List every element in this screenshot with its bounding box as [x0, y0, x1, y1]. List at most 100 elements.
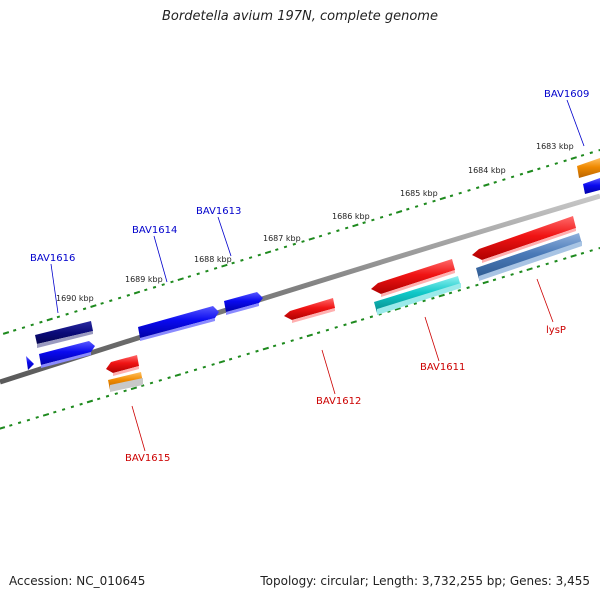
outer-scale-tick: [90, 304, 97, 308]
gene-bav1616[interactable]: [39, 341, 95, 368]
inner-scale-tick: [466, 286, 470, 290]
inner-scale-tick: [70, 405, 75, 409]
gene-bav1609-blue[interactable]: [583, 178, 600, 194]
inner-scale-tick: [316, 331, 321, 335]
inner-scale-tick: [86, 399, 94, 404]
scale-label-1687: 1687 kbp: [263, 234, 301, 243]
scale-label-1690: 1690 kbp: [56, 294, 94, 303]
gene-bav1612[interactable]: [284, 298, 335, 323]
outer-scale-tick: [352, 223, 359, 228]
inner-scale-tick: [526, 267, 533, 272]
outer-scale-tick: [502, 178, 506, 181]
outer-scale-tick: [100, 302, 104, 305]
outer-scale-tick: [133, 290, 141, 295]
inner-scale-tick: [360, 318, 365, 321]
outer-scale-tick: [65, 312, 69, 316]
inner-scale-tick: [281, 341, 286, 345]
inner-scale-tick: [570, 254, 577, 258]
outer-scale-tick: [318, 234, 323, 238]
outer-scale-tick: [46, 317, 53, 322]
inner-scale-tick: [79, 402, 83, 406]
inner-scale-tick: [237, 355, 242, 358]
inner-scale-tick: [299, 336, 303, 340]
genome-summary-text: Topology: circular; Length: 3,732,255 bp…: [260, 574, 590, 588]
outer-scale-tick: [371, 218, 375, 222]
gene-bav1615-red[interactable]: [106, 355, 139, 376]
inner-scale-tick: [174, 373, 182, 377]
gene-bav1611[interactable]: [374, 276, 461, 315]
scale-label-1689: 1689 kbp: [125, 275, 163, 284]
inner-scale-tick: [325, 328, 330, 332]
gene-bav1613[interactable]: [224, 292, 263, 315]
inner-scale-tick: [218, 359, 226, 364]
outer-scale-tick: [467, 189, 471, 192]
inner-scale-tick: [501, 275, 506, 279]
outer-scale-tick: [308, 236, 315, 241]
inner-scale-tick: [42, 412, 50, 417]
outer-scale-tick: [510, 175, 515, 179]
gene-lysp[interactable]: [476, 233, 582, 281]
gene-label-bav1614: BAV1614: [132, 225, 177, 236]
inner-scale-tick: [228, 357, 233, 361]
accession-text: Accession: NC_010645: [9, 574, 146, 588]
gene-bav1616-dark[interactable]: [35, 321, 93, 348]
outer-scale-tick: [449, 194, 454, 198]
gene-lysp-red[interactable]: [472, 216, 576, 263]
outer-scale-tick: [336, 229, 340, 233]
inner-scale-tick: [422, 299, 426, 303]
inner-scale-tick: [457, 289, 462, 292]
gene-label-lysp: lysP: [546, 325, 566, 336]
outer-scale-tick: [563, 159, 567, 163]
outer-scale-tick: [580, 154, 585, 157]
map-title: Bordetella avium 197N, complete genome: [162, 9, 438, 24]
inner-scale-tick: [492, 278, 497, 282]
outer-scale-tick: [388, 213, 393, 216]
outer-scale-tick: [327, 232, 331, 235]
gene-small-arrow[interactable]: [26, 356, 34, 370]
outer-scale-tick: [109, 299, 113, 303]
scale-label-1684: 1684 kbp: [468, 166, 506, 175]
inner-scale-tick: [475, 283, 479, 287]
gene-bav1609[interactable]: [577, 158, 600, 178]
inner-scale-tick: [158, 379, 163, 382]
gene-bav1614[interactable]: [138, 306, 219, 341]
outer-scale-tick: [537, 167, 541, 171]
outer-scale-tick: [187, 275, 192, 278]
scale-label-1683: 1683 kbp: [536, 142, 574, 151]
outer-scale-tick: [423, 202, 428, 206]
outer-scale-tick: [570, 156, 577, 160]
gene-bav1611-red[interactable]: [371, 259, 455, 297]
inner-scale-tick: [448, 291, 453, 295]
inner-scale-tick: [563, 257, 567, 260]
outer-scale-tick: [221, 263, 228, 268]
inner-scale-tick: [130, 386, 138, 391]
outer-scale-tick: [458, 191, 462, 195]
inner-scale-tick: [167, 376, 171, 380]
outer-scale-tick: [545, 164, 550, 168]
inner-scale-tick: [149, 381, 154, 385]
outer-scale-tick: [213, 267, 218, 270]
inner-scale-tick: [114, 392, 119, 395]
inner-scale-tick: [202, 365, 207, 369]
outer-scale-tick: [362, 221, 366, 225]
inner-scale-tick: [431, 296, 435, 300]
inner-scale-tick: [26, 418, 31, 422]
outer-scale-tick: [275, 248, 279, 251]
outer-scale-tick: [264, 250, 272, 255]
outer-scale-tick: [379, 215, 384, 219]
outer-scale-tick: [283, 245, 288, 249]
outer-scale-tick: [82, 307, 87, 311]
outer-scale-tick: [589, 151, 594, 155]
outer-scale-tick: [196, 272, 200, 276]
inner-scale-tick: [554, 259, 558, 263]
outer-scale-tick: [526, 169, 534, 174]
inner-scale-tick: [9, 424, 13, 427]
outer-scale-tick: [598, 148, 600, 152]
inner-scale-tick: [334, 326, 338, 329]
scale-label-1686: 1686 kbp: [332, 212, 370, 221]
genome-backbone: [0, 193, 600, 385]
inner-scale-ticks: [0, 246, 600, 430]
gene-label-bav1611: BAV1611: [420, 362, 465, 373]
gene-bav1615[interactable]: [108, 372, 143, 392]
